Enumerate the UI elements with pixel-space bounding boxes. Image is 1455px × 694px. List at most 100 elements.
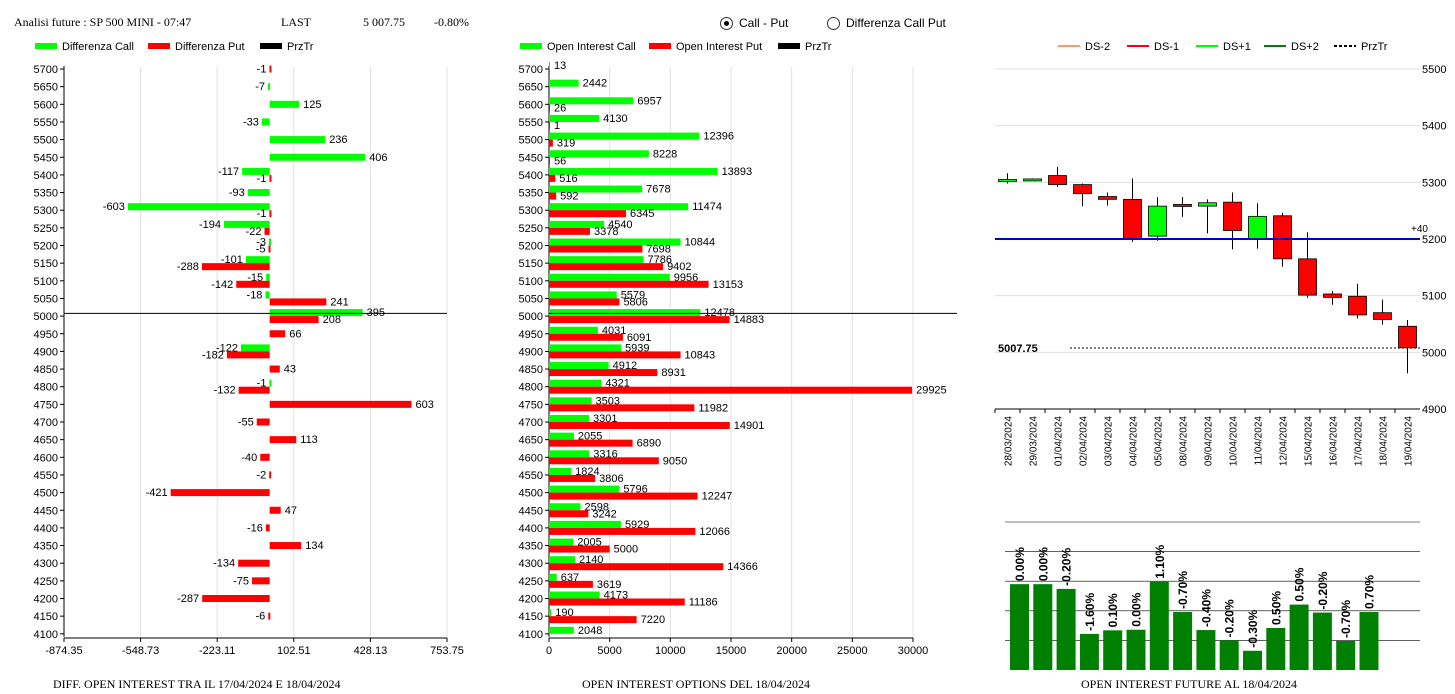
date-label: 01/04/2024 <box>1054 416 1065 466</box>
future-oi-bar <box>1079 633 1099 670</box>
call-oi-bar <box>549 362 609 370</box>
x-tick-label: -874.35 <box>45 645 82 657</box>
candle-body <box>1398 325 1417 349</box>
put-diff-label: -55 <box>238 417 254 429</box>
future-oi-bar <box>1126 629 1146 670</box>
last-label: LAST <box>281 15 311 29</box>
strike-label: 4700 <box>519 417 543 429</box>
radio-call-put[interactable]: Call - Put <box>720 16 788 30</box>
call-diff-bar <box>269 309 363 317</box>
future-oi-label: 0.50% <box>1269 591 1283 625</box>
candle-body <box>1348 295 1367 316</box>
future-oi-bar <box>1149 581 1169 670</box>
strike-label: 4300 <box>519 558 543 570</box>
date-label: 05/04/2024 <box>1154 416 1165 466</box>
put-diff-bar <box>268 245 271 253</box>
put-diff-bar <box>265 524 270 532</box>
put-oi-bar <box>549 598 685 606</box>
call-oi-label: 12396 <box>703 131 734 143</box>
strike-label: 4600 <box>34 452 58 464</box>
future-oi-label: -0.30% <box>1246 609 1260 647</box>
call-diff-bar <box>266 273 270 281</box>
put-diff-bar <box>269 471 272 479</box>
call-oi-bar <box>549 132 700 140</box>
put-diff-bar <box>269 436 297 444</box>
put-oi-bar <box>549 457 659 465</box>
put-oi-bar <box>549 298 620 306</box>
put-diff-label: -2 <box>256 469 266 481</box>
put-oi-bar <box>549 527 696 535</box>
put-oi-label: 9402 <box>667 261 691 273</box>
call-oi-label: 10844 <box>685 237 716 249</box>
strike-label: 4150 <box>34 611 58 623</box>
legend-swatch <box>260 43 282 49</box>
put-oi-label: 14883 <box>734 314 765 326</box>
put-oi-bar <box>549 192 557 200</box>
y-tick-label: 5200 <box>1422 234 1446 246</box>
legend-label: Open Interest Put <box>676 41 762 53</box>
put-oi-label: 11186 <box>689 597 718 609</box>
strike-label: 4750 <box>519 399 543 411</box>
call-oi-bar <box>549 556 575 564</box>
call-diff-label: 236 <box>329 134 347 146</box>
strike-label: 4800 <box>519 382 543 394</box>
future-oi-label: 0.10% <box>1106 593 1120 627</box>
call-oi-bar <box>549 256 644 264</box>
caption-oi: OPEN INTEREST OPTIONS DEL 18/04/2024 <box>582 677 810 691</box>
call-oi-label: 13 <box>554 60 566 72</box>
put-oi-bar <box>549 422 730 429</box>
call-oi-bar <box>549 203 689 211</box>
put-diff-bar <box>264 227 270 235</box>
put-oi-bar <box>549 263 664 271</box>
future-oi-label: 0.00% <box>1130 592 1144 626</box>
candle-body <box>1223 201 1242 231</box>
strike-label: 5700 <box>519 64 543 76</box>
call-oi-label: 7678 <box>646 184 670 196</box>
call-diff-label: -7 <box>255 81 265 93</box>
y-tick-label: 5100 <box>1422 291 1446 303</box>
strike-label: 4600 <box>519 452 543 464</box>
strike-label: 5150 <box>519 258 543 270</box>
put-oi-label: 3242 <box>592 508 616 520</box>
future-oi-bar <box>1243 650 1262 670</box>
call-oi-label: 2442 <box>583 78 607 90</box>
legend-label: DS+2 <box>1291 41 1319 53</box>
candle-body <box>1323 293 1342 298</box>
call-diff-bar <box>269 379 272 387</box>
put-oi-label: 13153 <box>713 279 744 291</box>
strike-label: 5500 <box>34 135 58 147</box>
strike-label: 4900 <box>34 346 58 358</box>
radio-selected-icon <box>720 16 733 30</box>
put-diff-bar <box>269 174 272 182</box>
call-diff-bar <box>265 291 270 299</box>
caption-future: OPEN INTEREST FUTURE AL 18/04/2024 <box>1081 677 1298 691</box>
legend-swatch <box>148 43 170 49</box>
put-oi-bar <box>549 121 550 129</box>
strike-label: 5300 <box>519 205 543 217</box>
put-diff-label: 241 <box>330 296 348 308</box>
future-oi-bar <box>1033 584 1053 670</box>
call-oi-bar <box>549 609 552 617</box>
call-oi-label: 8228 <box>653 148 677 160</box>
put-oi-label: 3806 <box>599 473 623 485</box>
date-label: 12/04/2024 <box>1279 416 1290 466</box>
future-oi-bar <box>1359 611 1379 670</box>
put-oi-bar <box>549 210 626 218</box>
legend-label: Differenza Call <box>62 41 134 53</box>
strike-label: 4550 <box>34 470 58 482</box>
call-oi-bar <box>549 573 557 581</box>
put-oi-label: 29925 <box>916 385 947 397</box>
call-oi-label: 2598 <box>585 501 609 513</box>
future-oi-bar <box>1266 627 1286 670</box>
radio-diff-call-put[interactable]: Differenza Call Put <box>827 16 946 30</box>
strike-label: 4300 <box>34 558 58 570</box>
strike-label: 5500 <box>519 135 543 147</box>
strike-label: 5100 <box>34 276 58 288</box>
call-diff-bar <box>242 167 270 175</box>
put-oi-label: 6345 <box>630 208 654 220</box>
future-oi-label: -0.20% <box>1223 599 1237 637</box>
call-diff-bar <box>261 118 270 126</box>
x-tick-label: 30000 <box>898 645 929 657</box>
future-oi-label: -0.20% <box>1060 548 1074 586</box>
